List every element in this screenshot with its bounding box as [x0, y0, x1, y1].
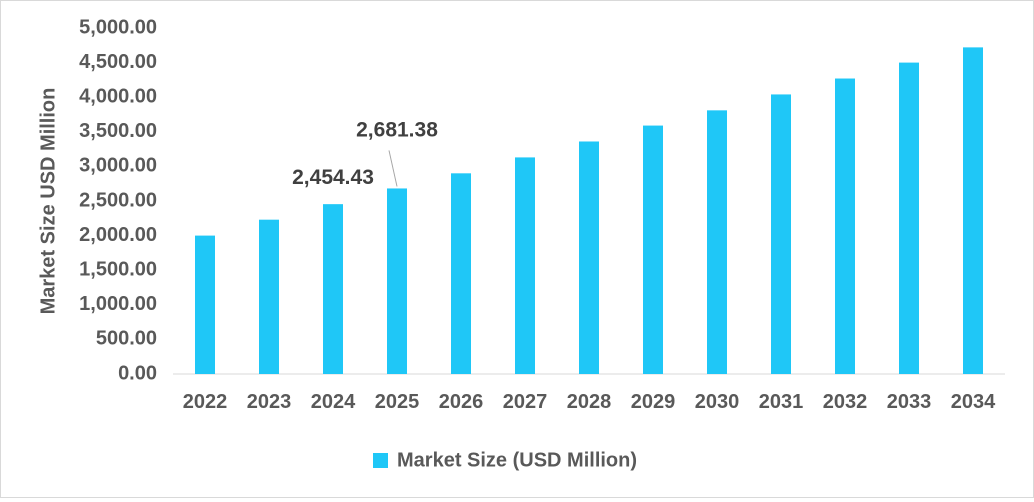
x-tick-label: 2031	[759, 391, 804, 413]
y-tick-label: 5,000.00	[79, 16, 157, 38]
bar-2034	[963, 47, 983, 374]
bar-2030	[707, 110, 727, 375]
x-tick-label: 2024	[311, 391, 356, 413]
x-tick-label: 2029	[631, 391, 676, 413]
bar-2033	[899, 62, 919, 374]
data-label-2024: 2,454.43	[292, 166, 374, 189]
bar-2028	[579, 141, 599, 374]
bar-2029	[643, 125, 663, 375]
bar-2024	[323, 204, 343, 374]
bar-2023	[259, 219, 279, 374]
y-axis-title: Market Size USD Million	[37, 88, 59, 315]
bar-2026	[451, 173, 471, 374]
bar-2032	[835, 78, 855, 375]
x-tick-label: 2027	[503, 391, 548, 413]
y-tick-label: 4,500.00	[79, 51, 157, 73]
bar-2025	[387, 188, 407, 374]
y-tick-label: 0.00	[118, 362, 157, 384]
y-tick-label: 3,000.00	[79, 155, 157, 177]
y-tick-label: 2,500.00	[79, 189, 157, 211]
x-tick-label: 2030	[695, 391, 740, 413]
x-axis-ticks: 2022 2023 2024 2025 2026 2027 2028 2029 2030 2031…	[183, 391, 996, 413]
x-tick-label: 2028	[567, 391, 612, 413]
x-tick-label: 2023	[247, 391, 292, 413]
legend: Market Size (USD Million)	[373, 449, 637, 471]
bar-2027	[515, 157, 535, 374]
x-tick-label: 2034	[951, 391, 996, 413]
y-tick-label: 2,000.00	[79, 224, 157, 246]
legend-label: Market Size (USD Million)	[397, 449, 637, 471]
x-tick-label: 2025	[375, 391, 420, 413]
y-tick-label: 3,500.00	[79, 120, 157, 142]
data-labels: 2,454.43 2,681.38	[292, 118, 438, 189]
y-tick-label: 1,000.00	[79, 293, 157, 315]
y-tick-label: 4,000.00	[79, 85, 157, 107]
bar-2031	[771, 94, 791, 374]
y-tick-label: 500.00	[96, 328, 157, 350]
bars	[195, 47, 983, 375]
x-tick-label: 2026	[439, 391, 484, 413]
y-tick-label: 1,500.00	[79, 258, 157, 280]
x-tick-label: 2033	[887, 391, 932, 413]
data-label-2025: 2,681.38	[356, 118, 438, 141]
x-tick-label: 2022	[183, 391, 228, 413]
x-tick-label: 2032	[823, 391, 868, 413]
data-label-leader-line	[388, 150, 398, 187]
legend-swatch	[373, 453, 388, 468]
bar-2022	[195, 235, 215, 374]
y-axis-ticks: 0.00 500.00 1,000.00 1,500.00 2,000.00 2,500.…	[79, 16, 157, 384]
